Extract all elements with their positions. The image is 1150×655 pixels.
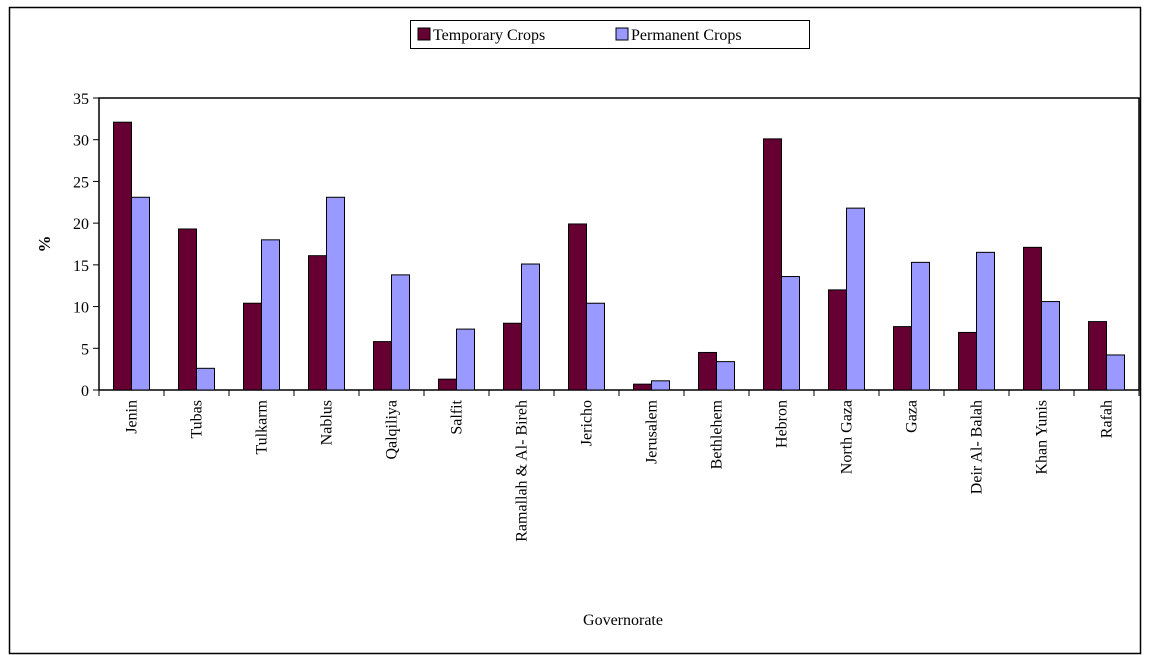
bar-permanent-crops-deir-al-balah [976, 251, 995, 391]
x-tick-label-salfit: Salfit [449, 399, 466, 434]
y-tick-label-20: 20 [73, 216, 89, 233]
bar-temporary-crops-salfit [438, 378, 457, 391]
bar-permanent-crops-gaza [911, 261, 930, 391]
x-tick-label-deir-al-balah: Deir Al- Balah [969, 400, 986, 494]
bar-permanent-crops-khan-yunis [1041, 301, 1060, 391]
bar-temporary-crops-hebron [763, 138, 782, 391]
bar-temporary-crops-qalqiliya [373, 341, 392, 391]
y-tick-label-0: 0 [81, 383, 89, 400]
bar-permanent-crops-ramallah-al-bireh [521, 263, 540, 391]
y-axis: 0 5 10 15 20 25 30 35 [73, 91, 99, 400]
legend-label-permanent-crops: Permanent Crops [631, 27, 742, 44]
y-tick-label-25: 25 [73, 174, 89, 191]
bar-temporary-crops-rafah [1088, 321, 1107, 391]
bar-permanent-crops-jerusalem [651, 380, 670, 391]
bar-temporary-crops-jericho [568, 223, 587, 391]
bar-permanent-crops-north-gaza [846, 207, 865, 391]
bar-temporary-crops-deir-al-balah [958, 331, 977, 391]
y-tick-label-35: 35 [73, 91, 89, 108]
bar-temporary-crops-bethlehem [698, 351, 717, 391]
x-tick-label-bethlehem: Bethlehem [709, 399, 726, 469]
x-tick-label-ramallah-al-bireh: Ramallah & Al- Bireh [514, 400, 531, 542]
bar-temporary-crops-khan-yunis [1023, 246, 1042, 391]
legend-box [410, 20, 810, 49]
x-tick-label-jerusalem: Jerusalem [644, 399, 661, 464]
bar-permanent-crops-salfit [456, 328, 475, 391]
x-tick-label-gaza: Gaza [904, 400, 921, 433]
bar-permanent-crops-jericho [586, 302, 605, 391]
bar-permanent-crops-tubas [196, 367, 215, 391]
bars [113, 121, 1125, 391]
bar-permanent-crops-tulkarm [261, 239, 280, 391]
legend: Temporary Crops Permanent Crops [410, 20, 810, 49]
bar-temporary-crops-nablus [308, 255, 327, 391]
bar-permanent-crops-hebron [781, 276, 800, 391]
bar-temporary-crops-tubas [178, 228, 197, 391]
y-tick-label-15: 15 [73, 258, 89, 275]
y-axis-label: % [35, 236, 54, 253]
x-tick-label-jericho: Jericho [579, 400, 596, 446]
x-tick-label-jenin: Jenin [124, 400, 141, 434]
x-tick-label-tulkarm: Tulkarm [254, 399, 271, 454]
bar-temporary-crops-jerusalem [633, 383, 652, 391]
legend-swatch-permanent-crops [615, 27, 629, 41]
y-tick-label-30: 30 [73, 133, 89, 150]
x-axis: Jenin Tubas Tulkarm Nablus Qalqiliya Salfit Ra… [98, 390, 1140, 542]
bar-temporary-crops-ramallah-al-bireh [503, 322, 522, 391]
bar-permanent-crops-qalqiliya [391, 274, 410, 391]
legend-label-temporary-crops: Temporary Crops [433, 27, 545, 44]
bar-permanent-crops-bethlehem [716, 361, 735, 391]
x-tick-label-khan-yunis: Khan Yunis [1034, 400, 1051, 475]
legend-swatch-temporary-crops [417, 27, 431, 41]
x-tick-label-hebron: Hebron [774, 400, 791, 448]
x-tick-label-qalqiliya: Qalqiliya [384, 400, 401, 460]
bar-temporary-crops-jenin [113, 121, 132, 391]
x-tick-label-nablus: Nablus [319, 400, 336, 445]
x-tick-label-rafah: Rafah [1099, 400, 1116, 438]
bar-temporary-crops-gaza [893, 326, 912, 391]
y-tick-label-10: 10 [73, 300, 89, 317]
bar-temporary-crops-north-gaza [828, 289, 847, 391]
x-tick-label-north-gaza: North Gaza [839, 400, 856, 474]
bar-permanent-crops-nablus [326, 196, 345, 391]
y-tick-label-5: 5 [81, 341, 89, 358]
bar-permanent-crops-jenin [131, 196, 150, 391]
bar-permanent-crops-rafah [1106, 354, 1125, 391]
x-tick-label-tubas: Tubas [189, 400, 206, 439]
bar-temporary-crops-tulkarm [243, 302, 262, 391]
x-axis-label: Governorate [583, 612, 663, 629]
